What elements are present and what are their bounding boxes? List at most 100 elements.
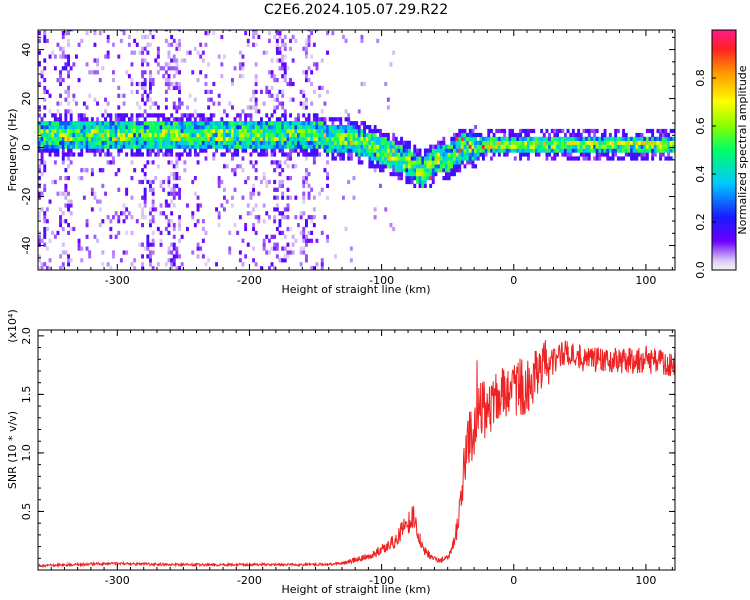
spectrogram-cell: [307, 140, 311, 145]
spectrogram-cell: [238, 113, 242, 118]
spectrogram-cell: [273, 132, 277, 138]
spectrogram-cell: [98, 121, 102, 126]
spectrogram-cell: [315, 113, 319, 118]
spectrogram-cell: [490, 140, 493, 145]
spectrogram-cell: [172, 234, 176, 239]
spectrogram-cell: [453, 168, 456, 173]
spectrogram-cell: [172, 254, 176, 259]
spectrogram-cell: [368, 160, 372, 165]
spectrogram-cell: [394, 168, 398, 173]
spectrogram-cell: [664, 140, 668, 145]
spectrogram-cell: [455, 160, 459, 165]
spectrogram-cell: [40, 117, 44, 122]
spectrogram-cell: [244, 226, 248, 232]
spectrogram-cell: [67, 74, 70, 79]
spectrogram-cell: [423, 156, 427, 161]
spectrogram-cell: [199, 140, 203, 145]
spectrogram-cell: [281, 128, 285, 134]
spectrogram-cell: [347, 144, 351, 149]
spectrogram-cell: [61, 262, 65, 267]
spectrogram-cell: [199, 113, 203, 118]
spectrogram-cell: [632, 148, 636, 153]
spectrogram-cell: [273, 136, 277, 141]
spectrogram-cell: [104, 54, 107, 59]
spectrogram-cell: [275, 132, 279, 138]
spectrogram-cell: [178, 101, 181, 106]
spectrogram-cell: [571, 156, 575, 161]
spectrogram-cell: [534, 140, 538, 145]
spectrogram-cell: [67, 140, 70, 145]
spectrogram-cell: [143, 144, 147, 149]
spectrogram-cell: [252, 30, 255, 32]
spectrogram-cell: [170, 81, 174, 87]
spectrogram-cell: [310, 121, 314, 126]
spectrogram-cell: [445, 144, 448, 149]
spectrogram-cell: [85, 105, 89, 110]
spectrogram-cell: [130, 121, 134, 126]
spectrogram-cell: [220, 152, 224, 157]
spectrogram-cell: [447, 176, 451, 181]
spectrogram-cell: [72, 140, 76, 145]
spectrogram-cell: [53, 179, 57, 185]
spectrogram-cell: [307, 42, 311, 47]
spectrogram-cell: [45, 246, 49, 251]
spectrogram-cell: [291, 250, 295, 255]
spectrogram-cell: [220, 128, 224, 134]
spectrogram-cell: [204, 156, 208, 161]
spectrogram-cell: [283, 62, 287, 67]
spectrogram-cell: [283, 66, 287, 71]
spectrogram-cell: [416, 164, 419, 169]
spectrogram-cell: [286, 176, 290, 181]
spectrogram-cell: [172, 121, 176, 126]
spectrogram-cell: [109, 132, 113, 138]
spectrogram-cell: [38, 125, 41, 130]
spectrogram-cell: [61, 136, 65, 141]
spectrogram-cell: [312, 136, 316, 141]
spectrogram-cell: [299, 148, 303, 153]
spectrogram-cell: [122, 219, 126, 224]
spectrogram-cell: [88, 144, 92, 149]
spectrogram-cell: [141, 93, 144, 98]
spectrogram-cell: [505, 140, 509, 145]
spectrogram-cell: [484, 144, 488, 149]
spectrogram-cell: [75, 140, 78, 145]
spectrogram-cell: [143, 46, 147, 51]
spectrogram-cell: [386, 160, 390, 165]
spectrogram-cell: [106, 128, 110, 134]
spectrogram-cell: [201, 140, 205, 145]
spectrogram-cell: [125, 140, 129, 145]
x-tick-label: 100: [635, 574, 656, 587]
spectrogram-cell: [183, 58, 187, 63]
spectrogram-cell: [281, 42, 285, 47]
spectrogram-cell: [141, 211, 144, 216]
spectrogram-cell: [72, 128, 76, 134]
spectrogram-cell: [146, 132, 150, 138]
spectrogram-cell: [305, 97, 308, 102]
spectrogram-cell: [207, 31, 211, 36]
spectrogram-cell: [363, 121, 366, 126]
spectrogram-cell: [156, 148, 160, 153]
spectrogram-cell: [553, 144, 557, 149]
spectrogram-cell: [389, 160, 393, 165]
spectrogram-cell: [643, 148, 647, 153]
spectrogram-cell: [170, 172, 174, 177]
spectrogram-cell: [252, 226, 255, 232]
spectrogram-cell: [569, 132, 573, 138]
spectrogram-cell: [106, 262, 110, 267]
spectrogram-cell: [175, 152, 179, 157]
spectrogram-cell: [656, 148, 660, 153]
spectrogram-cell: [500, 144, 504, 149]
spectrogram-cell: [64, 117, 68, 122]
spectrogram-cell: [196, 50, 200, 55]
spectrogram-cell: [127, 34, 131, 40]
spectrogram-cell: [130, 62, 134, 67]
spectrogram-cell: [80, 152, 84, 157]
spectrogram-cell: [394, 144, 398, 149]
spectrogram-cell: [402, 156, 406, 161]
spectrogram-cell: [207, 136, 211, 141]
spectrogram-cell: [312, 62, 316, 67]
spectrogram-cell: [241, 140, 245, 145]
spectrogram-cell: [342, 148, 345, 153]
spectrogram-cell: [471, 144, 475, 149]
spectrogram-cell: [69, 160, 73, 165]
